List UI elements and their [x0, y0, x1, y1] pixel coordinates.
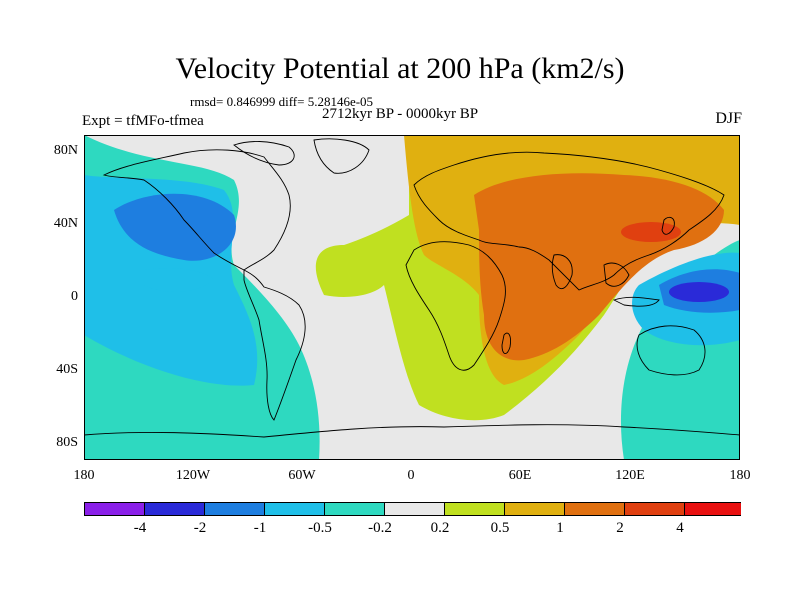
colorbar-swatch [505, 503, 565, 516]
lat-label: 40N [38, 216, 78, 232]
colorbar-label: 4 [660, 520, 700, 537]
colorbar-swatch [205, 503, 265, 516]
colorbar-label: 2 [600, 520, 640, 537]
map-title: Velocity Potential at 200 hPa (km2/s) [0, 52, 800, 86]
lon-label: 180 [54, 468, 114, 484]
colorbar-swatch [685, 503, 742, 516]
colorbar-label: 1 [540, 520, 580, 537]
colorbar-swatch [265, 503, 325, 516]
map-frame [84, 135, 740, 460]
colorbar-label: -0.5 [300, 520, 340, 537]
lat-label: 80N [38, 143, 78, 159]
period-text: 2712kyr BP - 0000kyr BP [322, 106, 478, 123]
colorbar-label: 0.2 [420, 520, 460, 537]
colorbar-swatch [145, 503, 205, 516]
season-label: DJF [715, 110, 742, 128]
colorbar-label: -2 [180, 520, 220, 537]
lon-label: 120W [163, 468, 223, 484]
colorbar-label: -1 [240, 520, 280, 537]
lon-label: 60E [490, 468, 550, 484]
colorbar-swatch [325, 503, 385, 516]
colorbar-swatch [625, 503, 685, 516]
lat-label: 0 [38, 289, 78, 305]
lat-label: 40S [38, 362, 78, 378]
colorbar-label: -0.2 [360, 520, 400, 537]
experiment-label: Expt = tfMFo-tfmea [82, 113, 204, 130]
colorbar-swatch [565, 503, 625, 516]
lon-label: 0 [381, 468, 441, 484]
colorbar-label: 0.5 [480, 520, 520, 537]
lat-label: 80S [38, 435, 78, 451]
colorbar [84, 502, 741, 516]
lon-label: 120E [600, 468, 660, 484]
lon-label: 180 [710, 468, 770, 484]
colorbar-swatch [85, 503, 145, 516]
colorbar-swatch [445, 503, 505, 516]
lon-label: 60W [272, 468, 332, 484]
colorbar-swatch [385, 503, 445, 516]
colorbar-label: -4 [120, 520, 160, 537]
